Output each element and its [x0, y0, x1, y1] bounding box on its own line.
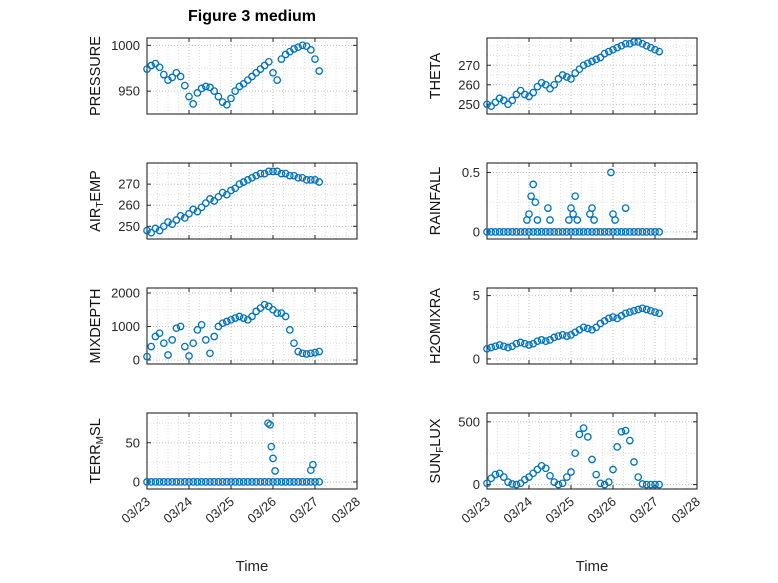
data-points — [483, 424, 664, 489]
axes-box — [486, 162, 698, 240]
y-tick-label: 500 — [458, 414, 480, 429]
y-tick-label: 0.5 — [462, 165, 480, 180]
tick-marks — [146, 163, 358, 239]
y-tick-label: 2000 — [111, 286, 140, 301]
chart-rainfall: 0 0.5 RAINFALL — [428, 162, 698, 240]
chart-terr-msl: 0 50 03/23 03/24 03/25 03/26 03/27 03/28 Time TER… — [88, 412, 363, 575]
axes-box — [486, 412, 698, 490]
y-tick-label: 0 — [473, 224, 480, 239]
y-axis-label: PRESSURE — [88, 36, 104, 116]
axes-box — [486, 37, 698, 115]
axes-box — [486, 287, 698, 365]
subplot-mixdepth: 0 1000 2000 MIXDEPTH — [85, 280, 385, 385]
grid — [146, 413, 358, 489]
x-tick-label: 03/24 — [160, 494, 195, 526]
chart-theta: 250 260 270 THETA — [428, 37, 698, 115]
grid — [486, 413, 698, 489]
subplot-air-temp: 250 260 270 AIRTEMP — [85, 155, 385, 260]
y-tick-label: 270 — [458, 58, 480, 73]
y-tick-label: 0 — [133, 474, 140, 489]
grid — [486, 163, 698, 239]
x-tick-label: 03/26 — [244, 494, 279, 526]
axes-box — [146, 162, 358, 240]
tick-marks — [486, 38, 698, 114]
y-tick-label: 50 — [126, 435, 140, 450]
data-points — [483, 168, 664, 236]
data-points — [143, 300, 324, 361]
y-tick-label: 0 — [473, 477, 480, 492]
subplot-sun-flux: 0 500 03/23 03/24 03/25 03/26 03/27 03/28 Time SU… — [425, 405, 725, 583]
axes-box — [146, 287, 358, 365]
data-points — [483, 304, 664, 353]
x-tick-label: 03/23 — [118, 494, 153, 526]
subplot-rainfall: 0 0.5 RAINFALL — [425, 155, 725, 260]
y-tick-label: 260 — [118, 198, 140, 213]
x-tick-label: 03/27 — [626, 494, 661, 526]
y-tick-label: 5 — [473, 288, 480, 303]
subplot-h2omixra: 0 5 H2OMIXRA — [425, 280, 725, 385]
data-points — [143, 419, 324, 486]
y-axis-label: H2OMIXRA — [428, 288, 444, 364]
y-tick-label: 270 — [118, 177, 140, 192]
grid — [486, 38, 698, 114]
y-axis-label: TERRMSL — [88, 418, 106, 484]
y-tick-label: 1000 — [111, 319, 140, 334]
x-tick-label: 03/28 — [328, 494, 363, 526]
y-tick-label: 1000 — [111, 38, 140, 53]
y-axis-label: RAINFALL — [428, 167, 444, 236]
x-axis-label: Time — [576, 558, 609, 575]
x-tick-label: 03/27 — [286, 494, 321, 526]
y-tick-label: 0 — [473, 351, 480, 366]
subplot-terr-msl: 0 50 03/23 03/24 03/25 03/26 03/27 03/28 Time TER… — [85, 405, 385, 583]
subplot-pressure: 950 1000 PRESSURE — [85, 30, 385, 135]
tick-marks — [486, 288, 698, 364]
axes-box — [146, 412, 358, 490]
x-tick-label: 03/23 — [458, 494, 493, 526]
y-tick-label: 250 — [118, 219, 140, 234]
x-axis-label: Time — [236, 558, 269, 575]
y-axis-label: SUNFLUX — [428, 418, 446, 483]
data-points — [483, 38, 664, 111]
y-axis-label: THETA — [428, 52, 444, 99]
y-tick-label: 260 — [458, 77, 480, 92]
tick-marks — [486, 413, 698, 489]
chart-sun-flux: 0 500 03/23 03/24 03/25 03/26 03/27 03/28 Time SU… — [428, 412, 703, 575]
axes-box — [146, 37, 358, 115]
chart-mixdepth: 0 1000 2000 MIXDEPTH — [88, 286, 358, 367]
x-tick-label: 03/25 — [202, 494, 237, 526]
data-points — [143, 41, 324, 109]
chart-h2omixra: 0 5 H2OMIXRA — [428, 287, 698, 366]
subplot-theta: 250 260 270 THETA — [425, 30, 725, 135]
chart-pressure: 950 1000 PRESSURE — [88, 36, 358, 116]
data-points — [143, 167, 324, 237]
chart-air-temp: 250 260 270 AIRTEMP — [88, 162, 358, 240]
x-tick-label: 03/25 — [542, 494, 577, 526]
y-tick-label: 950 — [118, 84, 140, 99]
x-tick-label: 03/24 — [500, 494, 535, 526]
tick-marks — [146, 38, 358, 114]
tick-marks — [486, 163, 698, 239]
y-axis-label: MIXDEPTH — [88, 289, 104, 364]
y-axis-label: AIRTEMP — [88, 170, 106, 232]
y-tick-label: 250 — [458, 97, 480, 112]
tick-marks — [146, 413, 358, 489]
tick-marks — [146, 288, 358, 364]
x-tick-label: 03/28 — [668, 494, 703, 526]
x-tick-label: 03/26 — [584, 494, 619, 526]
y-tick-label: 0 — [133, 352, 140, 367]
figure-title: Figure 3 medium — [187, 8, 317, 25]
